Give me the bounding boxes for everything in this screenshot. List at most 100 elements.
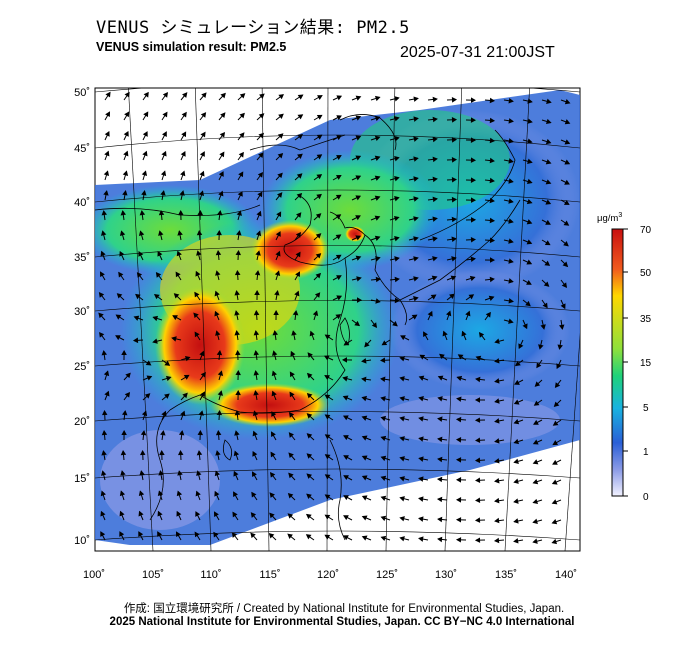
- wind-arrowhead: [132, 337, 139, 344]
- wind-arrowhead: [200, 371, 206, 378]
- wind-arrowhead: [233, 450, 240, 457]
- wind-arrowhead: [563, 220, 570, 226]
- wind-arrowhead: [437, 536, 443, 543]
- wind-arrowhead: [437, 456, 443, 463]
- wind-arrowhead: [194, 531, 200, 538]
- wind-arrowhead: [380, 455, 387, 462]
- wind-arrowhead: [239, 112, 245, 119]
- wind-arrowhead: [214, 490, 220, 497]
- wind-arrowhead: [411, 314, 418, 320]
- wind-arrowhead: [214, 470, 220, 477]
- wind-arrowhead: [216, 349, 223, 356]
- wind-arrowhead: [513, 399, 520, 405]
- wind-arrowhead: [118, 271, 124, 278]
- wind-arrowhead: [361, 415, 368, 421]
- wind-arrowhead: [196, 250, 202, 256]
- wind-arrowhead: [532, 538, 538, 544]
- wind-arrowhead: [136, 272, 143, 278]
- wind-arrowhead: [418, 536, 424, 542]
- wind-arrowhead: [515, 360, 521, 367]
- wind-arrowhead: [252, 450, 258, 457]
- wind-arrowhead: [470, 157, 477, 163]
- wind-arrowhead: [508, 178, 514, 184]
- wind-arrowhead: [556, 363, 562, 370]
- wind-arrowhead: [374, 135, 381, 141]
- wind-arrowhead: [545, 159, 552, 165]
- wind-arrowhead: [399, 376, 405, 382]
- wind-arrowhead: [513, 458, 519, 464]
- wind-arrowhead: [290, 350, 296, 357]
- wind-arrowhead: [563, 200, 570, 205]
- wind-arrowhead: [343, 535, 349, 541]
- timestamp: 2025-07-31 21:00JST: [400, 44, 555, 61]
- wind-arrowhead: [297, 133, 304, 140]
- wind-arrowhead: [513, 498, 519, 504]
- wind-arrowhead: [272, 330, 279, 336]
- wind-arrowhead: [508, 158, 514, 164]
- wind-arrowhead: [335, 194, 342, 200]
- wind-arrowhead: [413, 236, 419, 242]
- wind-arrowhead: [439, 353, 445, 360]
- wind-arrowhead: [494, 338, 500, 344]
- wind-arrowhead: [288, 472, 294, 479]
- wind-arrowhead: [489, 276, 495, 283]
- wind-arrowhead: [196, 470, 202, 476]
- wind-arrowhead: [536, 362, 542, 369]
- wind-arrowhead: [560, 303, 566, 310]
- wind-arrowhead: [165, 375, 172, 382]
- colorbar-tick: 0: [643, 492, 649, 503]
- wind-arrowhead: [393, 215, 400, 222]
- colorbar-tick: 5: [643, 403, 649, 414]
- wind-arrowhead: [287, 492, 294, 499]
- wind-arrowhead: [513, 419, 520, 425]
- wind-arrowhead: [277, 172, 283, 179]
- wind-arrowhead: [100, 250, 106, 257]
- wind-arrowhead: [278, 94, 285, 100]
- wind-arrowhead: [394, 236, 400, 242]
- colorbar-tick: 70: [640, 225, 652, 236]
- wind-arrowhead: [494, 418, 500, 424]
- wind-arrowhead: [288, 432, 294, 438]
- wind-arrowhead: [437, 516, 443, 523]
- wind-arrowhead: [508, 278, 514, 284]
- wind-arrowhead: [341, 357, 347, 363]
- wind-arrowhead: [275, 250, 281, 257]
- wind-arrowhead: [217, 370, 224, 377]
- wind-arrowhead: [315, 213, 322, 219]
- wind-arrowhead: [145, 360, 152, 366]
- wind-arrowhead: [432, 136, 438, 143]
- wind-arrowhead: [342, 395, 349, 401]
- wind-arrowhead: [374, 155, 381, 161]
- wind-arrowhead: [324, 414, 331, 420]
- wind-arrowhead: [139, 470, 145, 476]
- wind-arrowhead: [399, 356, 405, 362]
- wind-arrowhead: [288, 452, 294, 459]
- wind-arrowhead: [336, 95, 343, 101]
- colorbar-unit: μg/m3: [597, 212, 623, 225]
- wind-arrowhead: [361, 535, 368, 541]
- wind-arrowhead: [451, 256, 457, 262]
- wind-arrowhead: [399, 496, 405, 502]
- wind-arrowhead: [399, 536, 405, 542]
- wind-arrowhead: [485, 311, 491, 318]
- wind-arrowhead: [381, 340, 388, 346]
- wind-arrowhead: [171, 336, 177, 342]
- wind-arrowhead: [270, 431, 276, 438]
- wind-arrowhead: [469, 275, 476, 282]
- wind-arrowhead: [355, 255, 362, 261]
- wind-arrowhead: [490, 257, 496, 263]
- wind-arrowhead: [544, 240, 551, 246]
- wind-arrowhead: [296, 192, 303, 199]
- wind-arrowhead: [418, 476, 424, 482]
- wind-arrowhead: [342, 376, 348, 382]
- wind-arrowhead: [315, 253, 322, 259]
- wind-arrowhead: [182, 92, 188, 98]
- wind-arrowhead: [98, 312, 104, 319]
- wind-arrowhead: [176, 490, 183, 497]
- wind-arrowhead: [306, 413, 313, 419]
- wind-arrowhead: [430, 294, 437, 300]
- wind-arrowhead: [380, 415, 387, 422]
- wind-arrowhead: [399, 476, 405, 482]
- wind-arrowhead: [220, 92, 226, 99]
- wind-arrowhead: [355, 115, 362, 121]
